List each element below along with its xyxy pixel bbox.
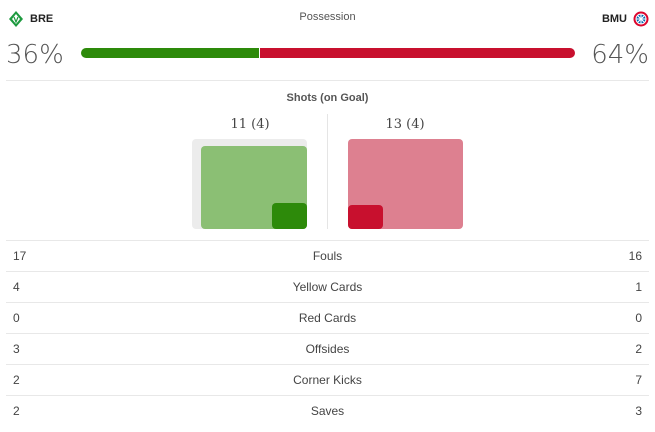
- stat-row: 2 Corner Kicks 7: [6, 364, 649, 396]
- away-possession-bar: [260, 48, 575, 58]
- away-possession-value: 64%: [591, 40, 649, 70]
- home-possession-bar: [81, 48, 259, 58]
- stat-label: Yellow Cards: [133, 271, 522, 303]
- home-team: BRE: [8, 11, 53, 27]
- werder-bremen-crest-icon: [9, 11, 23, 27]
- stat-label: Offsides: [133, 333, 522, 365]
- home-possession-value: 36%: [6, 40, 64, 70]
- stat-label: Saves: [133, 395, 522, 426]
- stat-away-value: 7: [521, 364, 649, 396]
- away-shots-on-goal-bar: [348, 205, 383, 229]
- stat-home-value: 0: [6, 302, 134, 334]
- stat-home-value: 4: [6, 271, 134, 303]
- stat-away-value: 2: [521, 333, 649, 365]
- stat-row: 4 Yellow Cards 1: [6, 271, 649, 303]
- stat-label: Corner Kicks: [133, 364, 522, 396]
- shots-title: Shots (on Goal): [286, 92, 369, 104]
- stat-away-value: 3: [521, 395, 649, 426]
- stat-away-value: 0: [521, 302, 649, 334]
- stat-away-value: 1: [521, 271, 649, 303]
- stat-row: 17 Fouls 16: [6, 240, 649, 272]
- away-team: BMU: [602, 11, 649, 27]
- home-shots-on-goal-bar: [272, 203, 307, 229]
- stat-row: 2 Saves 3: [6, 395, 649, 426]
- stat-home-value: 17: [6, 240, 134, 272]
- stat-label: Fouls: [133, 240, 522, 272]
- stat-label: Red Cards: [133, 302, 522, 334]
- match-stats-table: 17 Fouls 16 4 Yellow Cards 1 0 Red Cards 0 3 Offsi…: [6, 240, 649, 426]
- stat-away-value: 16: [521, 240, 649, 272]
- home-shots-value: 11 (4): [230, 117, 270, 132]
- away-team-abbr: BMU: [601, 13, 627, 25]
- stat-row: 0 Red Cards 0: [6, 302, 649, 334]
- shots-divider: [327, 114, 328, 229]
- bayern-munich-crest-icon: [633, 11, 649, 27]
- stat-home-value: 3: [6, 333, 134, 365]
- section-divider: [6, 80, 649, 81]
- stat-home-value: 2: [6, 364, 134, 396]
- stat-home-value: 2: [6, 395, 134, 426]
- stat-row: 3 Offsides 2: [6, 333, 649, 365]
- possession-title: Possession: [299, 11, 356, 23]
- away-shots-value: 13 (4): [385, 117, 425, 132]
- home-team-abbr: BRE: [30, 13, 54, 25]
